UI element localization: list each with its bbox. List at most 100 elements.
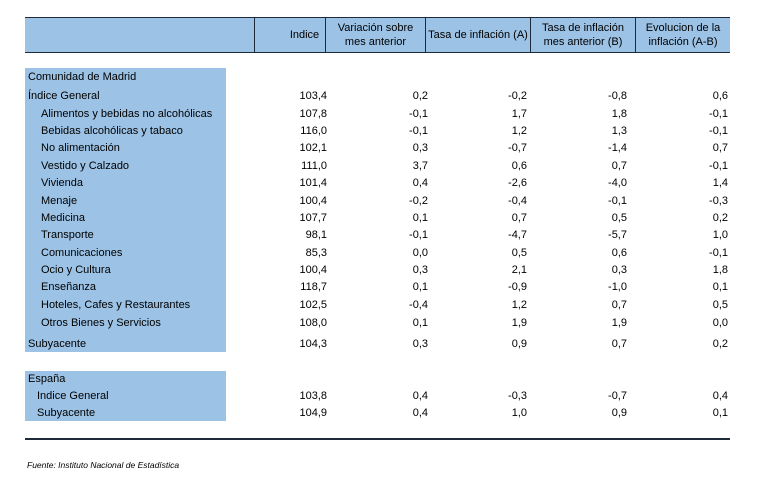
row-value-3: 0,9 — [511, 338, 527, 350]
row-label: Medicina — [41, 212, 86, 224]
row-value-3: -0,3 — [508, 390, 527, 402]
row-value-1: 107,8 — [299, 108, 327, 120]
row-value-1: 111,0 — [301, 160, 327, 172]
row-value-1: 104,3 — [299, 338, 327, 350]
row-value-5: 0,5 — [712, 299, 728, 311]
row-value-3: 1,7 — [511, 108, 527, 120]
row-value-5: 1,8 — [712, 264, 728, 276]
row-label: Vestido y Calzado — [41, 160, 130, 172]
row-value-1: 116,0 — [300, 125, 327, 137]
row-value-5: 0,2 — [712, 212, 728, 224]
header-evolucion: Evolucion de la inflación (A-B) — [635, 18, 730, 52]
row-label: España — [28, 373, 66, 385]
row-value-2: 0,3 — [412, 142, 428, 154]
row-value-4: 0,9 — [611, 407, 627, 419]
row-value-2: -0,1 — [409, 125, 428, 137]
row-value-2: 0,1 — [412, 281, 428, 293]
table-row: Comunicaciones 85,3 0,0 0,5 0,6 -0,1 — [0, 245, 764, 262]
row-value-3: 1,9 — [511, 317, 527, 329]
row-value-1: 104,9 — [299, 407, 327, 419]
row-value-5: -0,3 — [709, 195, 728, 207]
table-row: Bebidas alcohólicas y tabaco 116,0 -0,1 1,2… — [0, 123, 764, 140]
row-value-5: -0,1 — [709, 160, 728, 172]
row-value-3: 0,7 — [511, 212, 527, 224]
row-label: Indice General — [37, 390, 109, 402]
row-value-2: -0,4 — [409, 299, 428, 311]
row-label: Subyacente — [28, 338, 87, 350]
row-value-4: 1,9 — [611, 317, 627, 329]
row-value-1: 103,4 — [299, 90, 327, 102]
row-value-4: 0,7 — [611, 160, 627, 172]
row-value-2: 0,4 — [412, 390, 428, 402]
row-label: Menaje — [41, 195, 78, 207]
row-value-2: -0,1 — [409, 229, 428, 241]
row-label: Bebidas alcohólicas y tabaco — [41, 125, 183, 137]
row-value-1: 85,3 — [305, 247, 327, 259]
row-value-4: 0,7 — [611, 299, 627, 311]
row-value-1: 118,7 — [300, 281, 327, 293]
table-row: Transporte 98,1 -0,1 -4,7 -5,7 1,0 — [0, 227, 764, 244]
table-row: Índice General 103,4 0,2 -0,2 -0,8 0,6 — [0, 88, 764, 105]
row-value-1: 101,4 — [299, 177, 327, 189]
header-tasa-b: Tasa de inflación mes anterior (B) — [530, 18, 635, 52]
row-value-3: -0,7 — [508, 142, 527, 154]
row-label: Comunicaciones — [41, 247, 123, 259]
header-variacion: Variación sobre mes anterior — [325, 18, 425, 52]
table-row: Indice General 103,8 0,4 -0,3 -0,7 0,4 — [0, 388, 764, 405]
row-value-5: 0,0 — [712, 317, 728, 329]
row-value-3: 1,2 — [511, 125, 527, 137]
row-value-5: 0,1 — [712, 281, 728, 293]
row-label: Índice General — [28, 90, 100, 102]
row-value-3: -0,2 — [508, 90, 527, 102]
header-blank — [25, 18, 254, 52]
row-label: Enseñanza — [41, 281, 97, 293]
table-row: Vivienda 101,4 0,4 -2,6 -4,0 1,4 — [0, 175, 764, 192]
row-value-2: 3,7 — [412, 160, 428, 172]
row-value-3: 1,2 — [511, 299, 527, 311]
row-value-4: -0,7 — [608, 390, 627, 402]
row-label: Transporte — [41, 229, 94, 241]
row-value-3: -0,9 — [508, 281, 527, 293]
row-value-2: -0,2 — [409, 195, 428, 207]
row-value-3: 2,1 — [511, 264, 527, 276]
row-value-2: 0,3 — [412, 338, 428, 350]
row-value-1: 103,8 — [299, 390, 327, 402]
table-header: Indice Variación sobre mes anterior Tasa… — [25, 17, 730, 53]
row-label: Otros Bienes y Servicios — [41, 317, 161, 329]
row-value-4: 0,6 — [611, 247, 627, 259]
row-value-2: 0,0 — [412, 247, 428, 259]
row-value-1: 107,7 — [299, 212, 327, 224]
table-row: España — [0, 371, 764, 388]
row-value-1: 102,5 — [299, 299, 327, 311]
row-value-5: 1,4 — [712, 177, 728, 189]
table-row: Alimentos y bebidas no alcohólicas 107,8 -… — [0, 106, 764, 123]
row-value-1: 108,0 — [299, 317, 327, 329]
row-value-5: 0,7 — [712, 142, 728, 154]
row-value-4: 1,8 — [611, 108, 627, 120]
row-value-4: 0,3 — [611, 264, 627, 276]
source-note: Fuente: Instituto Nacional de Estadístic… — [27, 460, 180, 470]
row-value-1: 100,4 — [299, 195, 327, 207]
row-value-1: 100,4 — [299, 264, 327, 276]
header-tasa-a: Tasa de inflación (A) — [425, 18, 530, 52]
row-value-2: 0,2 — [412, 90, 428, 102]
row-value-5: 1,0 — [712, 229, 728, 241]
header-indice: Indice — [254, 18, 354, 52]
table-row: Vestido y Calzado 111,0 3,7 0,6 0,7 -0,1 — [0, 158, 764, 175]
row-value-2: 0,1 — [412, 317, 428, 329]
row-value-4: -1,4 — [608, 142, 627, 154]
table-row: Subyacente 104,3 0,3 0,9 0,7 0,2 — [0, 336, 764, 353]
table-row: Enseñanza 118,7 0,1 -0,9 -1,0 0,1 — [0, 279, 764, 296]
table-row: Comunidad de Madrid — [0, 69, 764, 86]
row-value-3: -0,4 — [508, 195, 527, 207]
row-value-4: -5,7 — [608, 229, 627, 241]
bottom-rule — [25, 438, 730, 440]
row-value-4: 1,3 — [611, 125, 627, 137]
row-value-4: 0,5 — [611, 212, 627, 224]
row-value-4: -4,0 — [608, 177, 627, 189]
row-value-2: -0,1 — [409, 108, 428, 120]
row-value-4: -0,1 — [608, 195, 627, 207]
row-value-2: 0,3 — [412, 264, 428, 276]
row-value-3: -4,7 — [508, 229, 527, 241]
row-value-5: 0,4 — [712, 390, 728, 402]
